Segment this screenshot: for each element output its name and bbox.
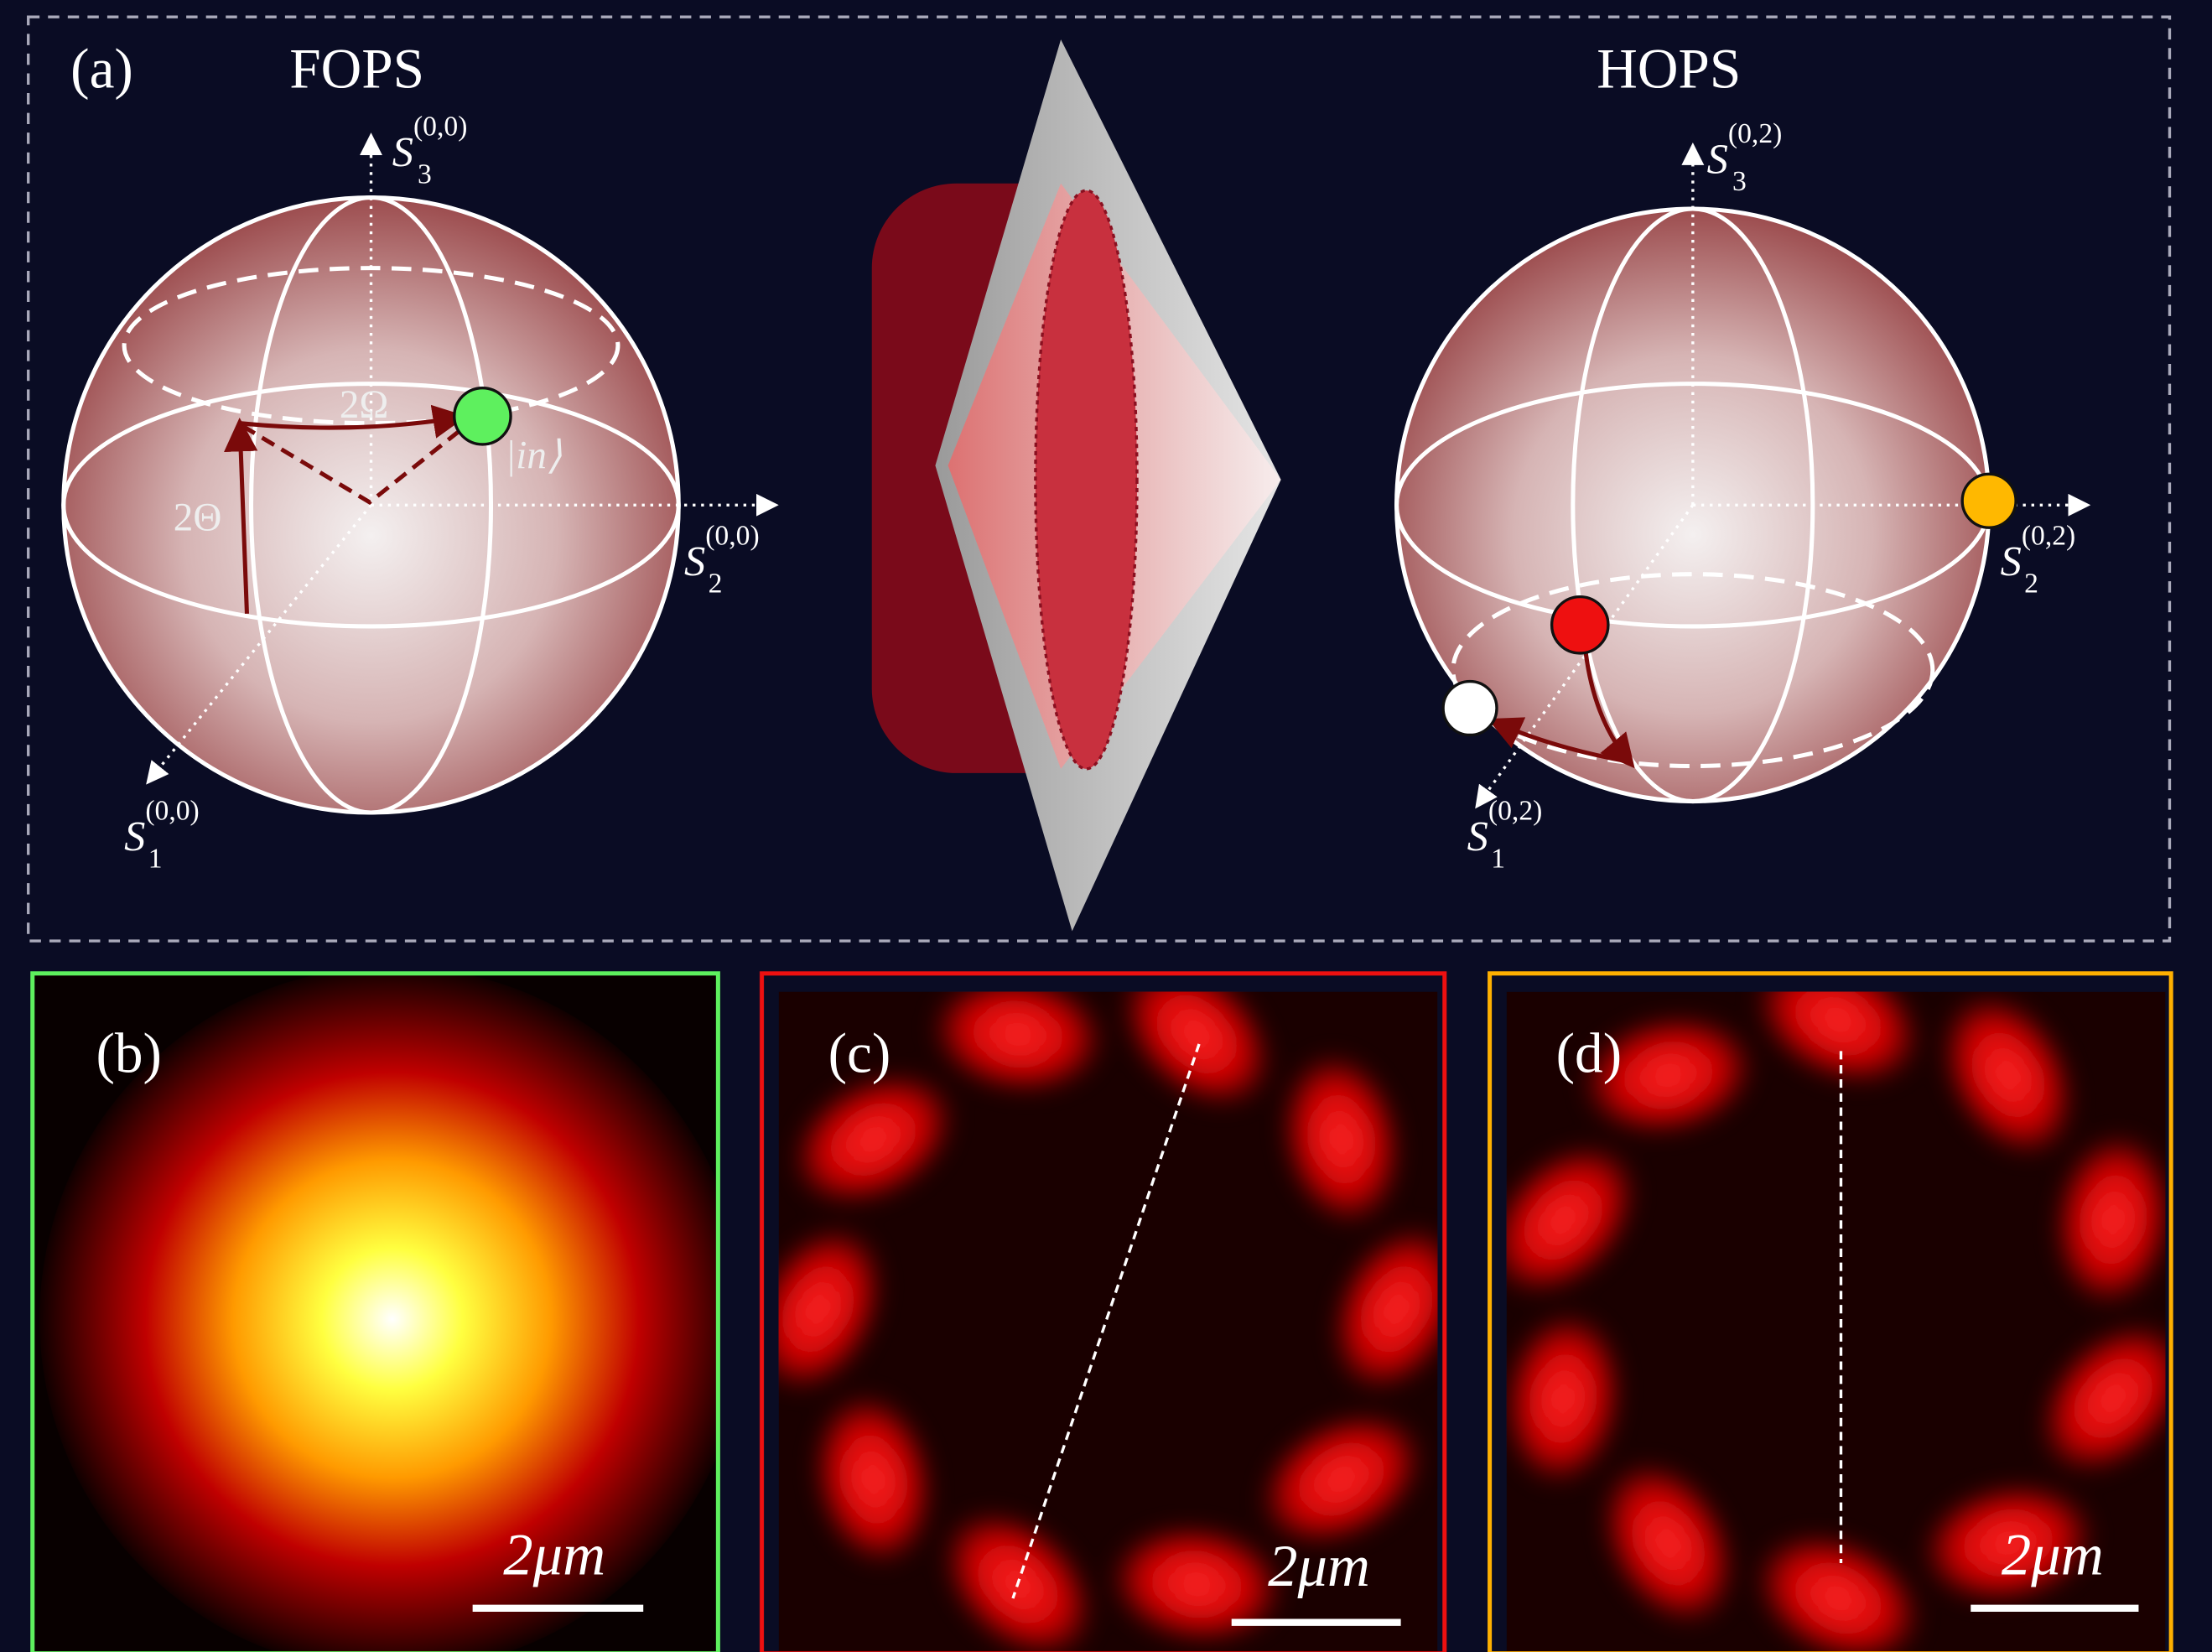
- panel-label: (c): [828, 1022, 891, 1085]
- sphere-title: HOPS: [1597, 37, 1741, 100]
- symbol: S: [684, 538, 705, 584]
- symbol: S: [1707, 136, 1728, 183]
- sub: 1: [1491, 844, 1505, 875]
- scale-bar-label: 2μm: [2002, 1522, 2104, 1587]
- axis-label: S(0,2) 2: [2001, 520, 2076, 599]
- symbol: S: [1467, 813, 1488, 860]
- axis-label: S(0,2) 3: [1707, 118, 1783, 197]
- sub: 3: [418, 159, 432, 190]
- state-dot: [1552, 597, 1608, 653]
- page: (a) FOPS HOPS 2Ω 2Θ |in⟩ S(0,0)3 S(0,0)2…: [0, 0, 2212, 1652]
- axis-label: S(0,0) 1: [124, 795, 200, 874]
- metasurface: [872, 39, 1281, 931]
- axis-label: S(0,0) 2: [684, 520, 760, 599]
- axis-label: S(0,2) 1: [1467, 795, 1543, 874]
- symbol: S: [124, 813, 145, 860]
- sup: (0,2): [2022, 520, 2075, 551]
- state-dot: [1962, 474, 2016, 527]
- sup: (0,0): [145, 795, 199, 826]
- sup: (0,2): [1728, 118, 1782, 149]
- sup: (0,2): [1488, 795, 1542, 826]
- scale-bar-label: 2μm: [503, 1522, 605, 1587]
- panel-label: (d): [1556, 1022, 1622, 1085]
- angle-label: 2Θ: [174, 496, 222, 540]
- lens: [1036, 190, 1137, 769]
- sup: (0,0): [705, 520, 759, 551]
- scale-bar-label: 2μm: [1268, 1534, 1370, 1599]
- panel-label: (b): [96, 1022, 161, 1085]
- panel-label: (a): [70, 37, 133, 100]
- angle-label: 2Ω: [340, 383, 389, 427]
- sub: 2: [709, 569, 723, 600]
- state-label: |in⟩: [505, 434, 562, 478]
- sub: 3: [1732, 166, 1747, 197]
- sphere-title: FOPS: [289, 37, 424, 100]
- sub: 2: [2024, 569, 2038, 600]
- state-dot: [1443, 682, 1497, 735]
- sup: (0,0): [413, 112, 467, 143]
- symbol: S: [392, 129, 413, 176]
- figure: (a) FOPS HOPS 2Ω 2Θ |in⟩ S(0,0)3 S(0,0)2…: [0, 0, 2212, 1652]
- symbol: S: [2001, 538, 2022, 584]
- axis-label: S(0,0) 3: [392, 112, 468, 190]
- sub: 1: [148, 844, 163, 875]
- state-dot: [454, 388, 511, 444]
